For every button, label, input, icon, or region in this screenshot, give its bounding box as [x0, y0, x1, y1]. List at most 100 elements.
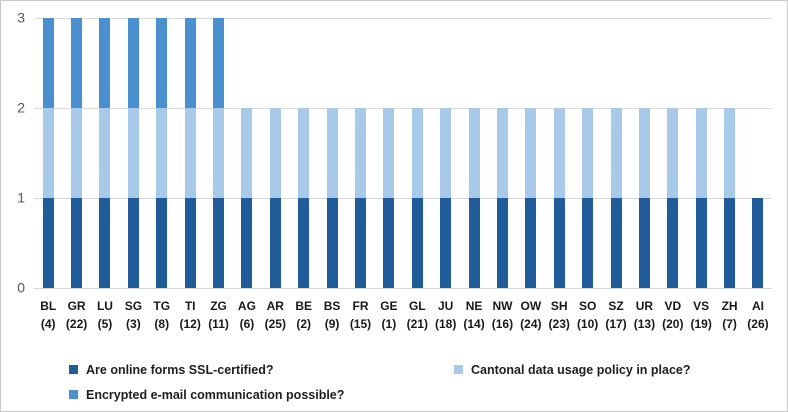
bar-segment-bl-series0: [42, 198, 54, 288]
bar-segment-zg-series0: [213, 198, 225, 288]
legend-label: Are online forms SSL-certified?: [86, 362, 274, 377]
y-tick-label-3: 3: [17, 9, 25, 26]
x-label-rank: (16): [491, 317, 514, 331]
bar-segment-nw-series0: [496, 198, 508, 288]
bar-segment-gr-series2: [71, 18, 83, 108]
bar-segment-bl-series2: [42, 18, 54, 108]
x-label-code: LU: [96, 299, 113, 313]
gridline-0: [34, 288, 772, 289]
legend-swatch-icon: [69, 390, 78, 399]
x-label-rank: (20): [662, 317, 684, 331]
x-label-sz: SZ (17): [602, 297, 630, 333]
gridline-2: [34, 108, 772, 109]
bar-segment-tg-series0: [156, 198, 168, 288]
bar-sh: [545, 18, 573, 288]
bar-gr: [62, 18, 90, 288]
legend-item-series1: Cantonal data usage policy in place?: [454, 363, 691, 377]
x-label-code: GR: [67, 299, 86, 313]
bar-segment-bl-series1: [42, 108, 54, 198]
x-label-rank: (19): [690, 317, 712, 331]
bar-segment-zh-series1: [724, 108, 736, 198]
x-label-rank: (17): [605, 317, 627, 331]
bar-fr: [346, 18, 374, 288]
x-label-code: BS: [323, 299, 341, 313]
bar-segment-vd-series1: [667, 108, 679, 198]
x-label-rank: (8): [154, 317, 170, 331]
bar-segment-so-series0: [582, 198, 594, 288]
x-label-rank: (3): [126, 317, 141, 331]
bar-segment-ow-series1: [525, 108, 537, 198]
x-label-vd: VD (20): [659, 297, 687, 333]
x-label-rank: (9): [324, 317, 340, 331]
bar-ge: [375, 18, 403, 288]
x-label-rank: (4): [40, 317, 56, 331]
x-label-rank: (22): [65, 317, 88, 331]
bar-segment-ju-series1: [440, 108, 452, 198]
bar-segment-ne-series1: [468, 108, 480, 198]
legend-swatch-icon: [454, 365, 463, 374]
bar-segment-gr-series1: [71, 108, 83, 198]
bar-zg: [204, 18, 232, 288]
bar-segment-zg-series1: [213, 108, 225, 198]
bar-zh: [715, 18, 743, 288]
x-label-zg: ZG (11): [204, 297, 232, 333]
x-label-sh: SH (23): [545, 297, 573, 333]
y-tick-label-2: 2: [17, 99, 25, 116]
bar-segment-ne-series0: [468, 198, 480, 288]
x-label-code: ZH: [721, 299, 738, 313]
bar-segment-vd-series0: [667, 198, 679, 288]
bar-bs: [318, 18, 346, 288]
bar-segment-ge-series0: [383, 198, 395, 288]
bar-bl: [34, 18, 62, 288]
x-label-ow: OW (24): [517, 297, 545, 333]
bar-segment-ti-series1: [184, 108, 196, 198]
bar-segment-ar-series0: [269, 198, 281, 288]
bar-ag: [233, 18, 261, 288]
x-label-code: NW: [492, 299, 513, 313]
x-label-rank: (25): [264, 317, 286, 331]
x-label-code: SO: [578, 299, 597, 313]
bar-segment-ti-series2: [184, 18, 196, 108]
x-label-code: BE: [295, 299, 313, 313]
bar-segment-sg-series2: [127, 18, 139, 108]
x-label-rank: (5): [97, 317, 113, 331]
x-label-code: VD: [664, 299, 682, 313]
x-label-ar: AR (25): [261, 297, 289, 333]
x-label-ai: AI (26): [744, 297, 772, 333]
bar-segment-ur-series1: [638, 108, 650, 198]
x-label-code: SH: [550, 299, 568, 313]
x-label-sg: SG (3): [119, 297, 147, 333]
bar-segment-ur-series0: [638, 198, 650, 288]
y-tick-label-1: 1: [17, 189, 25, 206]
x-label-code: NE: [465, 299, 483, 313]
bar-tg: [148, 18, 176, 288]
bar-ai: [744, 18, 772, 288]
x-label-so: SO (10): [573, 297, 601, 333]
bar-vd: [659, 18, 687, 288]
x-label-lu: LU (5): [91, 297, 119, 333]
x-label-code: GE: [380, 299, 398, 313]
bar-ur: [630, 18, 658, 288]
bar-segment-ge-series1: [383, 108, 395, 198]
x-label-rank: (1): [381, 317, 397, 331]
bar-ar: [261, 18, 289, 288]
gridline-3: [34, 18, 772, 19]
plot-area: 0 1 2 3: [17, 11, 772, 295]
x-label-ti: TI (12): [176, 297, 204, 333]
gridline-1: [34, 198, 772, 199]
x-label-ju: JU (18): [431, 297, 459, 333]
bar-segment-tg-series1: [156, 108, 168, 198]
bar-segment-gr-series0: [71, 198, 83, 288]
x-label-code: GL: [408, 299, 426, 313]
bar-segment-fr-series1: [354, 108, 366, 198]
x-label-code: AG: [237, 299, 256, 313]
x-label-code: SG: [124, 299, 143, 313]
x-label-nw: NW (16): [488, 297, 516, 333]
x-label-rank: (26): [747, 317, 769, 331]
x-label-rank: (23): [548, 317, 570, 331]
bar-segment-lu-series0: [99, 198, 111, 288]
bar-ju: [431, 18, 459, 288]
bar-segment-gl-series0: [411, 198, 423, 288]
x-label-ag: AG (6): [233, 297, 261, 333]
bar-segment-be-series0: [298, 198, 310, 288]
